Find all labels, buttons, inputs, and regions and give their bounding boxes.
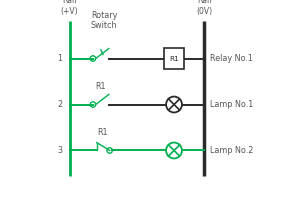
Text: Power
Rail
(0V): Power Rail (0V): [193, 0, 216, 16]
Text: 2: 2: [58, 100, 63, 109]
Text: Power
Rail
(+V): Power Rail (+V): [58, 0, 81, 16]
Text: Lamp No.2: Lamp No.2: [210, 146, 253, 155]
Text: 1: 1: [58, 54, 63, 63]
Bar: [164, 48, 184, 69]
Text: R1: R1: [96, 82, 106, 91]
Text: Relay No.1: Relay No.1: [210, 54, 252, 63]
Text: R1: R1: [169, 56, 179, 61]
Text: R1: R1: [98, 128, 108, 137]
Text: Rotary
Switch: Rotary Switch: [91, 11, 117, 30]
Text: 3: 3: [58, 146, 63, 155]
Text: Lamp No.1: Lamp No.1: [210, 100, 253, 109]
